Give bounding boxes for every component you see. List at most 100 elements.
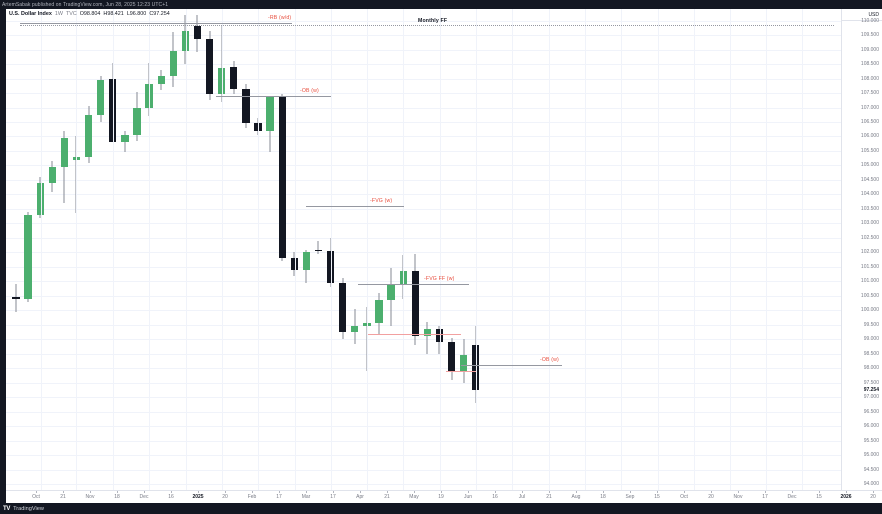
level-line[interactable] bbox=[368, 333, 461, 335]
tradingview-logo-icon: TV bbox=[3, 505, 11, 512]
gridline-horizontal bbox=[6, 426, 841, 428]
candlestick[interactable] bbox=[290, 9, 298, 490]
candlestick[interactable] bbox=[363, 9, 371, 490]
candlestick[interactable] bbox=[266, 9, 274, 490]
candlestick[interactable] bbox=[121, 9, 129, 490]
candlestick[interactable] bbox=[278, 9, 286, 490]
legend-interval[interactable]: 1W bbox=[54, 11, 63, 17]
candlestick[interactable] bbox=[84, 9, 93, 490]
gridline-vertical bbox=[258, 9, 259, 490]
tradingview-brand-name: TradingView bbox=[13, 505, 44, 512]
gridline-vertical bbox=[149, 9, 150, 490]
candlestick[interactable] bbox=[423, 9, 432, 490]
gridline-horizontal bbox=[6, 35, 841, 37]
gridline-horizontal bbox=[6, 107, 841, 109]
price-axis-tick: 110.000 bbox=[861, 17, 879, 24]
candlestick[interactable] bbox=[24, 9, 32, 490]
price-axis[interactable]: USD 110.000 109.500 109.000 108.500 108.000 10… bbox=[841, 9, 882, 490]
legend-exchange: TVC bbox=[65, 11, 77, 17]
candlestick[interactable] bbox=[181, 9, 190, 490]
time-axis-tick-mark bbox=[387, 491, 388, 493]
candlestick[interactable] bbox=[60, 9, 69, 490]
time-axis[interactable]: Oct 21 Nov 18 Dec 16 2025 20 Feb 17 Mar 17 Apr 21 May 1… bbox=[6, 490, 882, 503]
annotation-label[interactable]: -RB (w/d) bbox=[268, 15, 292, 22]
annotation-label[interactable]: -FVG FF (w) bbox=[424, 276, 455, 283]
annotation-label[interactable]: -OB (w) bbox=[540, 357, 559, 364]
candlestick[interactable] bbox=[387, 9, 395, 490]
candlestick[interactable] bbox=[314, 9, 323, 490]
level-line[interactable] bbox=[20, 23, 292, 25]
time-axis-label: Dec bbox=[139, 494, 149, 500]
candlestick[interactable] bbox=[97, 9, 105, 490]
candle-body-up bbox=[302, 252, 311, 270]
candlestick[interactable] bbox=[254, 9, 262, 490]
time-axis-label: Dec bbox=[787, 494, 797, 500]
time-axis-tick-mark bbox=[495, 491, 496, 493]
candle-body-down bbox=[205, 39, 214, 95]
time-axis-label: Feb bbox=[247, 494, 257, 500]
candlestick[interactable] bbox=[242, 9, 250, 490]
candlestick[interactable] bbox=[230, 9, 238, 490]
candlestick[interactable] bbox=[339, 9, 347, 490]
level-line[interactable] bbox=[216, 95, 331, 97]
time-axis-label: Nov bbox=[85, 494, 95, 500]
candlestick[interactable] bbox=[435, 9, 444, 490]
level-line[interactable] bbox=[20, 24, 834, 26]
time-axis-tick-mark bbox=[36, 491, 37, 493]
candle-body-up bbox=[48, 166, 56, 183]
gridline-horizontal bbox=[6, 78, 841, 80]
candle-body-down bbox=[278, 95, 286, 259]
candle-body-down bbox=[339, 282, 347, 333]
time-axis-tick-mark bbox=[63, 491, 64, 493]
level-line[interactable] bbox=[446, 371, 476, 373]
time-axis-tick-mark bbox=[576, 491, 577, 493]
gridline-horizontal bbox=[6, 310, 841, 312]
candle-wick bbox=[317, 240, 319, 254]
level-line[interactable] bbox=[358, 284, 469, 286]
annotation-label[interactable]: -OB (w) bbox=[300, 87, 319, 94]
chart-pane[interactable]: U.S. Dollar Index 1W TVC O98.804 H98.421… bbox=[6, 9, 841, 490]
time-axis-label: 21 bbox=[60, 494, 66, 500]
level-line[interactable] bbox=[461, 365, 562, 367]
price-axis-tick: 94.500 bbox=[863, 466, 879, 473]
candlestick[interactable] bbox=[447, 9, 456, 490]
candlestick[interactable] bbox=[193, 9, 202, 490]
candlestick[interactable] bbox=[205, 9, 214, 490]
candlestick[interactable] bbox=[36, 9, 44, 490]
gridline-vertical bbox=[76, 9, 77, 490]
time-axis-label: Oct bbox=[680, 494, 688, 500]
candlestick[interactable] bbox=[109, 9, 117, 490]
candlestick[interactable] bbox=[375, 9, 383, 490]
annotation-label[interactable]: Monthly FF bbox=[418, 17, 448, 24]
candlestick[interactable] bbox=[157, 9, 165, 490]
candle-body-up bbox=[121, 135, 129, 143]
candlestick[interactable] bbox=[12, 9, 20, 490]
candlestick[interactable] bbox=[302, 9, 311, 490]
gridline-vertical bbox=[295, 9, 296, 490]
gridline-vertical bbox=[549, 9, 550, 490]
candlestick[interactable] bbox=[472, 9, 480, 490]
time-axis-label: 17 bbox=[330, 494, 336, 500]
candlestick[interactable] bbox=[169, 9, 177, 490]
annotation-label[interactable]: -FVG (w) bbox=[370, 198, 393, 205]
gridline-vertical bbox=[585, 9, 586, 490]
candle-body-up bbox=[181, 30, 190, 51]
time-axis-tick-mark bbox=[144, 491, 145, 493]
price-axis-tick: 101.000 bbox=[860, 278, 879, 285]
candlestick[interactable] bbox=[218, 9, 226, 490]
candlestick[interactable] bbox=[48, 9, 56, 490]
candlestick[interactable] bbox=[460, 9, 468, 490]
candlestick[interactable] bbox=[411, 9, 419, 490]
legend-symbol[interactable]: U.S. Dollar Index bbox=[9, 11, 52, 17]
candle-body-up bbox=[351, 326, 359, 333]
level-line[interactable] bbox=[306, 206, 404, 208]
time-axis-tick-mark bbox=[333, 491, 334, 493]
legend-close: C97.254 bbox=[149, 11, 170, 17]
candle-body-down bbox=[290, 258, 298, 270]
candlestick[interactable] bbox=[326, 9, 335, 490]
price-axis-tick: 105.500 bbox=[860, 147, 879, 154]
price-axis-tick: 103.500 bbox=[860, 205, 879, 212]
candlestick[interactable] bbox=[351, 9, 359, 490]
time-axis-tick-mark bbox=[522, 491, 523, 493]
candlestick[interactable] bbox=[133, 9, 141, 490]
